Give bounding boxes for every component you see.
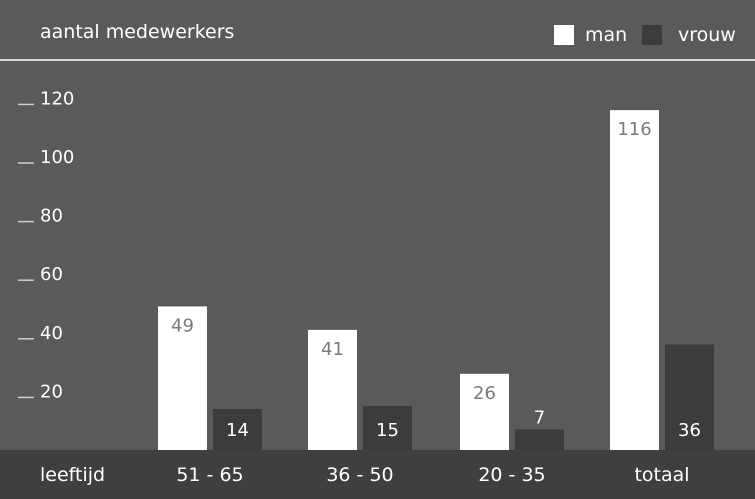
bar-man xyxy=(158,306,207,450)
data-label-vrouw: 14 xyxy=(226,420,249,441)
title-band xyxy=(0,0,755,60)
x-axis-title: leeftijd xyxy=(40,464,105,486)
y-axis: 20 40 60 80 100 120 xyxy=(18,88,74,402)
bar-man xyxy=(610,110,659,451)
y-tick-label: 80 xyxy=(40,206,63,227)
y-tick-label: 120 xyxy=(40,88,74,109)
x-axis: 51 - 65 36 - 50 20 - 35 totaal xyxy=(176,464,689,486)
data-label-vrouw: 7 xyxy=(534,407,545,428)
x-tick-label: 20 - 35 xyxy=(478,464,545,486)
data-label-man: 116 xyxy=(617,119,651,140)
data-label-man: 41 xyxy=(321,339,344,360)
bar-vrouw xyxy=(213,408,262,450)
bar-man xyxy=(308,329,357,450)
bar-man xyxy=(460,373,509,450)
data-label-man: 49 xyxy=(171,315,194,336)
x-axis-band xyxy=(0,450,755,499)
data-label-vrouw: 36 xyxy=(678,420,701,441)
bars-group: 49 14 41 15 26 7 116 36 xyxy=(158,110,714,451)
legend-label-man: man xyxy=(585,24,627,46)
data-label-vrouw: 15 xyxy=(376,420,399,441)
y-tick-label: 60 xyxy=(40,264,63,285)
legend-swatch-man xyxy=(554,25,574,45)
bar-vrouw xyxy=(363,406,412,450)
y-tick-label: 40 xyxy=(40,323,63,344)
y-tick-label: 20 xyxy=(40,381,63,402)
x-tick-label: totaal xyxy=(634,464,689,486)
chart-title: aantal medewerkers xyxy=(40,21,234,43)
legend-swatch-vrouw xyxy=(642,25,662,45)
legend: man vrouw xyxy=(554,24,736,46)
y-tick-label: 100 xyxy=(40,147,74,168)
data-label-man: 26 xyxy=(473,383,496,404)
bar-vrouw xyxy=(515,429,564,450)
bar-vrouw xyxy=(665,344,714,450)
x-tick-label: 51 - 65 xyxy=(176,464,243,486)
x-tick-label: 36 - 50 xyxy=(326,464,393,486)
legend-label-vrouw: vrouw xyxy=(678,24,736,46)
